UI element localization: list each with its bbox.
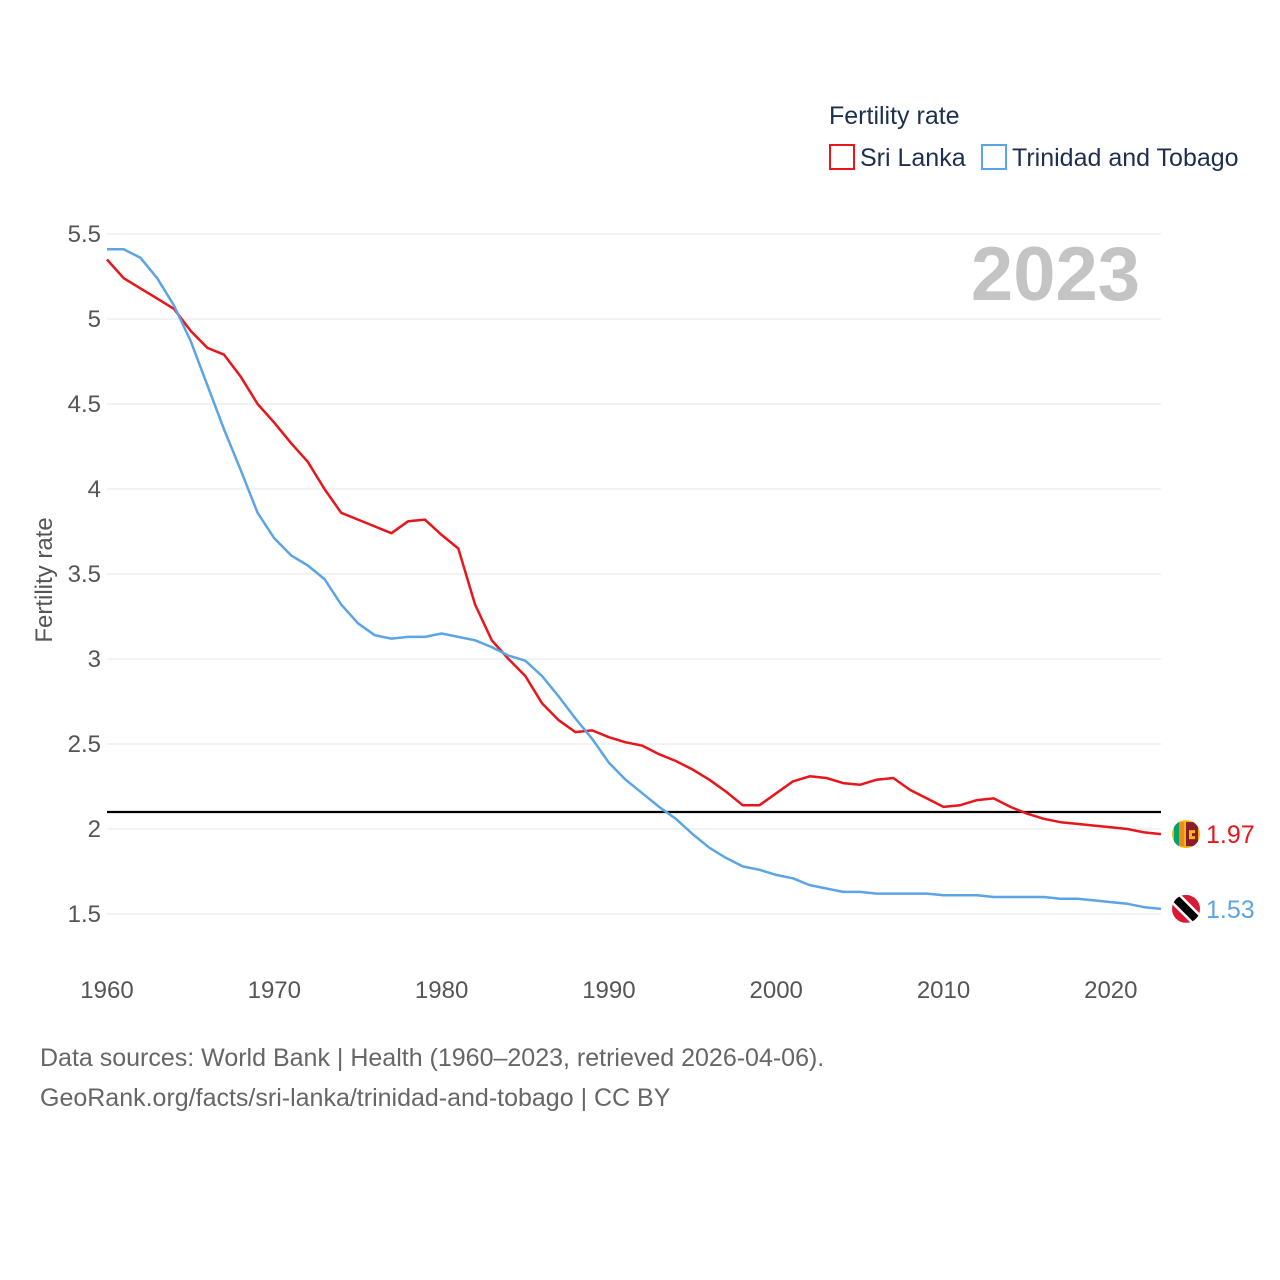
gridlines bbox=[107, 233, 1161, 915]
x-tick-label: 1980 bbox=[415, 977, 468, 1004]
y-tick-label: 4 bbox=[88, 476, 101, 503]
legend-item-sri-lanka[interactable]: Sri Lanka bbox=[829, 144, 966, 172]
y-tick-label: 2.5 bbox=[68, 731, 101, 758]
y-axis-ticks: 1.5 2 2.5 3 3.5 4 4.5 5 5.5 bbox=[68, 221, 101, 928]
year-label: 2023 bbox=[971, 232, 1140, 317]
x-tick-label: 1960 bbox=[80, 977, 133, 1004]
legend-title: Fertility rate bbox=[829, 102, 960, 130]
x-tick-label: 1970 bbox=[248, 977, 301, 1004]
end-value-sri-lanka: 1.97 bbox=[1206, 821, 1255, 849]
legend-item-trinidad-and-tobago[interactable]: Trinidad and Tobago bbox=[981, 144, 1239, 172]
legend-label-sri-lanka: Sri Lanka bbox=[860, 144, 966, 172]
x-tick-label: 2010 bbox=[917, 977, 970, 1004]
series-lines bbox=[106, 248, 1162, 911]
legend-swatch-trinidad-and-tobago bbox=[981, 144, 1007, 170]
x-tick-label: 2000 bbox=[750, 977, 803, 1004]
y-axis-label: Fertility rate bbox=[31, 517, 58, 642]
y-tick-label: 4.5 bbox=[68, 391, 101, 418]
y-tick-label: 2 bbox=[88, 816, 101, 843]
footer-sources: Data sources: World Bank | Health (1960–… bbox=[40, 1044, 825, 1072]
footer-link[interactable]: GeoRank.org/facts/sri-lanka/trinidad-and… bbox=[40, 1084, 671, 1112]
x-tick-label: 2020 bbox=[1084, 977, 1137, 1004]
legend: Fertility rate Sri Lanka Trinidad and To… bbox=[829, 102, 1239, 172]
x-tick-label: 1990 bbox=[582, 977, 635, 1004]
legend-swatch-sri-lanka bbox=[829, 144, 855, 170]
y-tick-label: 1.5 bbox=[68, 901, 101, 928]
x-axis-ticks: 1960 1970 1980 1990 2000 2010 2020 bbox=[80, 977, 1137, 1004]
y-tick-label: 3.5 bbox=[68, 561, 101, 588]
legend-label-trinidad-and-tobago: Trinidad and Tobago bbox=[1012, 144, 1239, 172]
y-tick-label: 3 bbox=[88, 646, 101, 673]
y-tick-label: 5 bbox=[88, 306, 101, 333]
end-value-trinidad-and-tobago: 1.53 bbox=[1206, 896, 1255, 924]
sri-lanka-flag-icon bbox=[1172, 820, 1200, 849]
series-line-sri-lanka bbox=[106, 258, 1162, 836]
series-line-trinidad-and-tobago bbox=[107, 248, 1162, 911]
y-tick-label: 5.5 bbox=[68, 221, 101, 248]
trinidad-and-tobago-flag-icon bbox=[1172, 894, 1200, 923]
